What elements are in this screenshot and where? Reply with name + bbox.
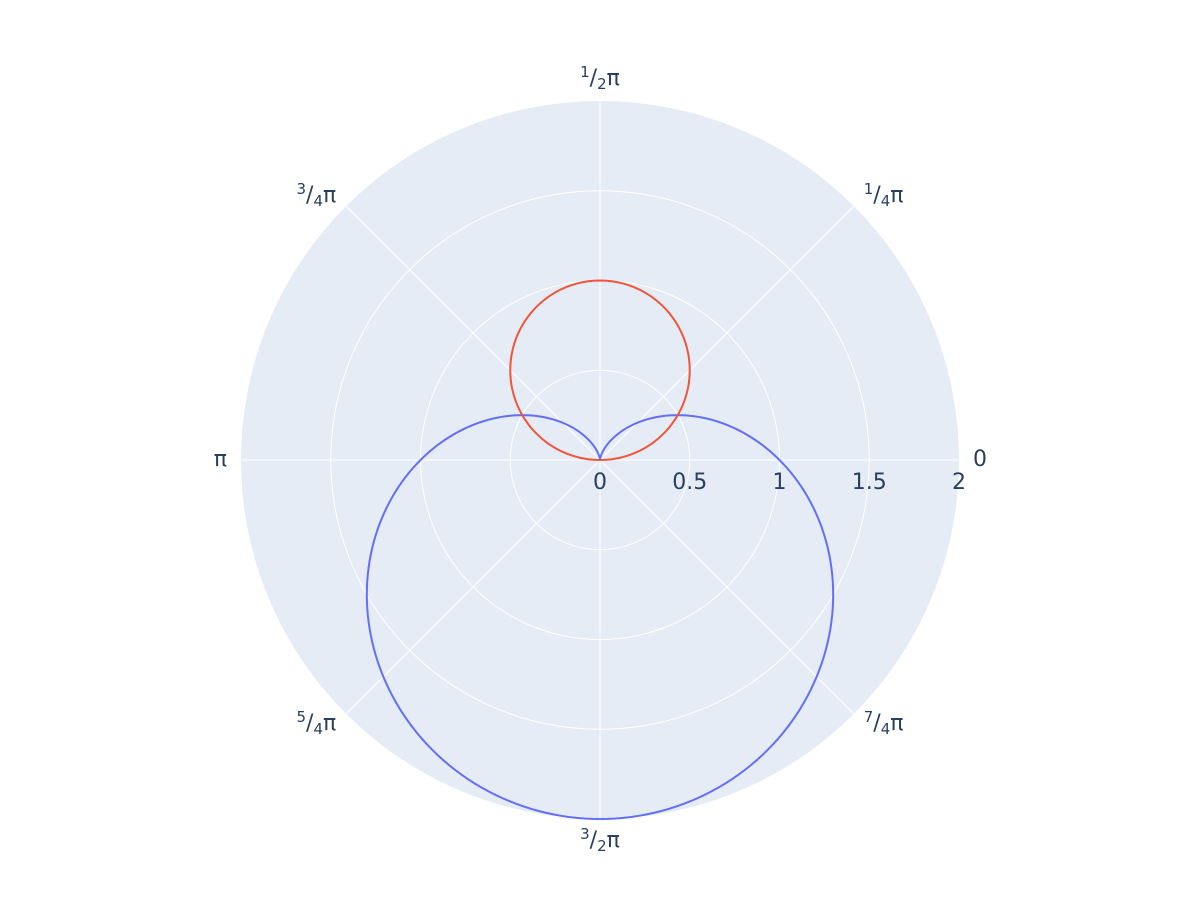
tick-denominator: 4	[881, 192, 891, 210]
angular-tick-label: 3/4π	[296, 180, 336, 210]
radial-tick-label: 2	[952, 470, 966, 495]
series-line-2	[509, 279, 691, 461]
tick-denominator: 2	[597, 75, 607, 93]
radial-tick-label: 0	[593, 470, 607, 495]
angular-tick-label: 0	[973, 447, 987, 472]
angular-tick-label: 7/4π	[864, 707, 904, 737]
radial-tick-label: 1	[773, 470, 787, 495]
tick-symbol: π	[890, 711, 903, 736]
tick-denominator: 4	[313, 719, 323, 737]
tick-numerator: 1	[580, 63, 590, 81]
tick-slash: /	[590, 66, 598, 91]
angular-tick-label: π	[214, 447, 227, 472]
tick-denominator: 4	[313, 192, 323, 210]
radial-tick-label: 1.5	[852, 470, 887, 495]
tick-denominator: 4	[881, 719, 891, 737]
angular-tick-label: 1/4π	[864, 180, 904, 210]
tick-slash: /	[306, 183, 314, 208]
angular-tick-label: 5/4π	[296, 707, 336, 737]
radial-tick-label: 0.5	[672, 470, 707, 495]
angular-grid-line	[599, 459, 855, 715]
tick-numerator: 3	[296, 180, 306, 198]
tick-symbol: π	[607, 828, 620, 853]
radial-tick-labels: 0 0.5 1 1.5 2	[593, 470, 966, 495]
tick-symbol: π	[323, 711, 336, 736]
tick-slash: /	[306, 711, 314, 736]
tick-slash: /	[873, 183, 881, 208]
tick-numerator: 1	[864, 180, 874, 198]
tick-numerator: 5	[296, 707, 306, 725]
series-line-1	[365, 414, 835, 821]
angular-tick-label: 1/2π	[580, 63, 620, 93]
tick-slash: /	[590, 828, 598, 853]
tick-symbol: π	[607, 66, 620, 91]
angular-grid-line	[345, 459, 601, 715]
tick-symbol: π	[890, 183, 903, 208]
tick-numerator: 7	[864, 707, 874, 725]
angular-tick-label: 3/2π	[580, 825, 620, 855]
series-layer	[365, 279, 835, 821]
angular-grid-line	[599, 205, 855, 461]
tick-denominator: 2	[597, 837, 607, 855]
angular-grid-line	[345, 205, 601, 461]
tick-symbol: π	[323, 183, 336, 208]
tick-numerator: 3	[580, 825, 590, 843]
tick-slash: /	[873, 711, 881, 736]
